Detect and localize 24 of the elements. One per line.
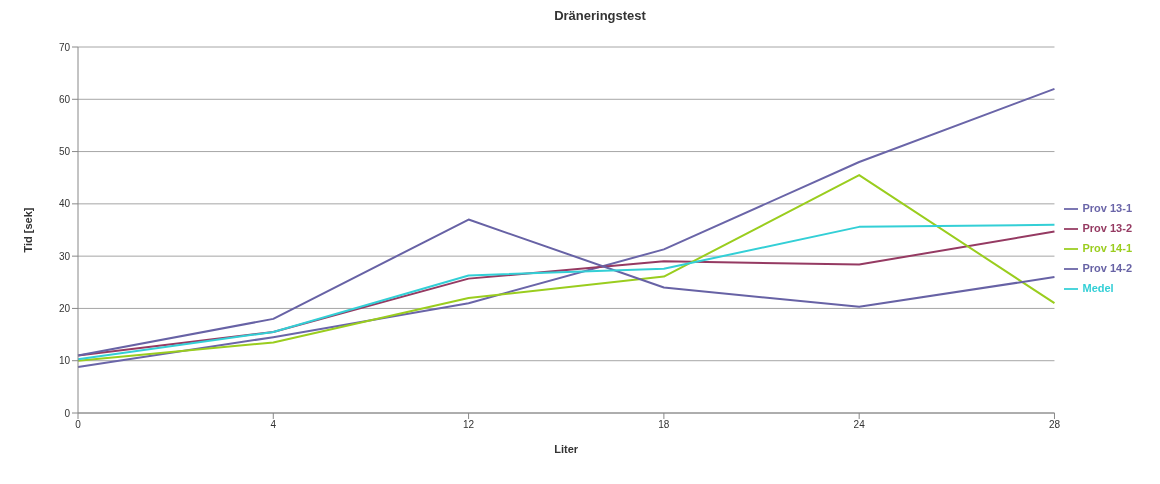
y-tick-label: 20 xyxy=(58,302,71,314)
line-series xyxy=(77,174,1056,362)
y-tick-label: 70 xyxy=(58,41,71,53)
y-tick-label: 60 xyxy=(58,93,71,105)
y-tick-label: 0 xyxy=(64,407,71,419)
y-axis-title: Tid [sek] xyxy=(21,207,34,253)
x-tick-label: 4 xyxy=(270,419,277,431)
legend-label: Prov 13-2 xyxy=(1082,222,1132,234)
legend-label: Prov 14-2 xyxy=(1082,262,1132,274)
y-tick-label: 30 xyxy=(58,250,71,262)
legend-label: Prov 14-1 xyxy=(1082,242,1132,254)
chart-title: Dräneringstest xyxy=(553,8,647,23)
line-series xyxy=(77,87,1056,368)
x-tick-label: 28 xyxy=(1048,419,1061,431)
legend-label: Prov 13-1 xyxy=(1082,202,1132,214)
x-tick-label: 0 xyxy=(75,419,82,431)
y-tick-label: 10 xyxy=(58,355,71,367)
legend-label: Medel xyxy=(1082,282,1114,294)
x-tick-label: 12 xyxy=(463,419,475,431)
x-tick-label: 18 xyxy=(658,419,670,431)
x-axis-title: Liter xyxy=(554,443,579,455)
x-tick-label: 24 xyxy=(853,419,866,431)
y-tick-label: 50 xyxy=(58,146,71,158)
y-tick-label: 40 xyxy=(58,198,71,210)
